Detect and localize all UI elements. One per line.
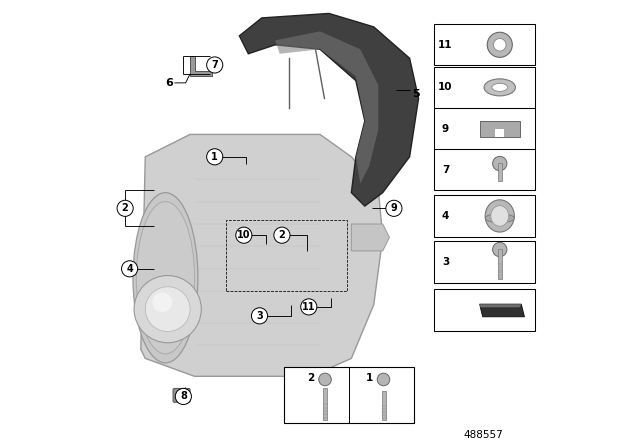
Circle shape xyxy=(301,299,317,315)
Circle shape xyxy=(134,276,201,343)
Circle shape xyxy=(252,308,268,324)
Text: 4: 4 xyxy=(442,211,449,221)
Text: 2: 2 xyxy=(122,203,129,213)
Bar xyxy=(435,67,535,108)
Text: 2: 2 xyxy=(278,230,285,240)
Text: 9: 9 xyxy=(442,124,449,134)
Circle shape xyxy=(145,287,190,332)
Circle shape xyxy=(207,149,223,165)
Circle shape xyxy=(236,227,252,243)
Circle shape xyxy=(152,293,172,312)
Ellipse shape xyxy=(491,206,509,226)
Text: 9: 9 xyxy=(390,203,397,213)
Bar xyxy=(435,149,535,190)
Text: 3: 3 xyxy=(256,311,263,321)
Bar xyxy=(497,163,502,181)
Ellipse shape xyxy=(485,214,515,223)
Polygon shape xyxy=(239,13,419,206)
Bar xyxy=(435,24,535,65)
Bar xyxy=(381,391,386,420)
Circle shape xyxy=(122,261,138,277)
Circle shape xyxy=(207,57,223,73)
Text: 1: 1 xyxy=(211,152,218,162)
FancyBboxPatch shape xyxy=(479,121,520,137)
Circle shape xyxy=(487,32,512,57)
Ellipse shape xyxy=(136,202,195,354)
Ellipse shape xyxy=(485,200,515,232)
Circle shape xyxy=(493,156,507,171)
Text: 11: 11 xyxy=(302,302,316,312)
Text: 7: 7 xyxy=(211,60,218,70)
Text: 11: 11 xyxy=(438,40,452,50)
Polygon shape xyxy=(141,134,383,376)
Text: 4: 4 xyxy=(126,264,133,274)
Circle shape xyxy=(175,388,191,405)
Circle shape xyxy=(117,200,133,216)
Text: 1: 1 xyxy=(365,373,373,383)
Bar xyxy=(497,249,502,279)
Text: 3: 3 xyxy=(442,257,449,267)
Bar xyxy=(495,129,504,137)
Circle shape xyxy=(274,227,290,243)
Polygon shape xyxy=(190,56,212,76)
Text: 10: 10 xyxy=(438,82,452,92)
Circle shape xyxy=(377,373,390,386)
Circle shape xyxy=(493,242,507,257)
Circle shape xyxy=(493,39,506,51)
Polygon shape xyxy=(351,224,389,251)
Polygon shape xyxy=(479,304,524,317)
Bar xyxy=(284,367,414,423)
Text: 7: 7 xyxy=(442,165,449,175)
Circle shape xyxy=(319,373,332,386)
Text: 8: 8 xyxy=(180,392,187,401)
Ellipse shape xyxy=(492,83,508,91)
Text: 5: 5 xyxy=(412,89,419,99)
Bar xyxy=(435,108,535,149)
Bar xyxy=(435,241,535,283)
Bar xyxy=(323,388,327,420)
Text: 6: 6 xyxy=(165,78,173,88)
Ellipse shape xyxy=(484,79,515,96)
Text: 2: 2 xyxy=(307,373,314,383)
Bar xyxy=(435,195,535,237)
Polygon shape xyxy=(478,304,521,307)
Circle shape xyxy=(386,200,402,216)
FancyBboxPatch shape xyxy=(173,388,190,402)
Polygon shape xyxy=(275,31,378,184)
Ellipse shape xyxy=(133,193,198,363)
Bar xyxy=(226,220,347,291)
Text: 488557: 488557 xyxy=(463,430,504,439)
Bar xyxy=(435,289,535,331)
Text: 10: 10 xyxy=(237,230,251,240)
